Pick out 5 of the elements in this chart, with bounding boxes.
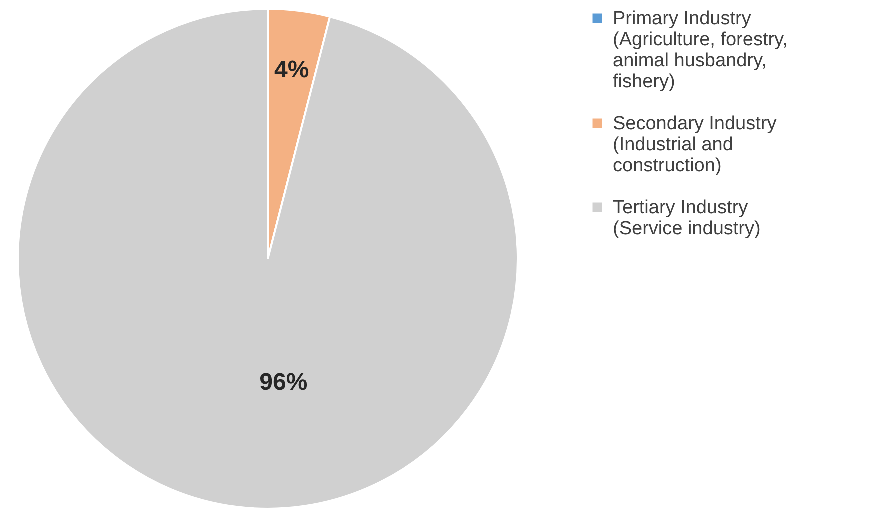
legend-label: Secondary Industry (Industrial and construction) (613, 114, 778, 176)
data-label: 4% (274, 56, 310, 84)
data-label: 96% (260, 369, 308, 396)
legend-label: Tertiary Industry (Service industry) (613, 198, 761, 240)
legend-label: Primary Industry (Agriculture, forestry, animal husbandry, fishery) (613, 8, 788, 92)
